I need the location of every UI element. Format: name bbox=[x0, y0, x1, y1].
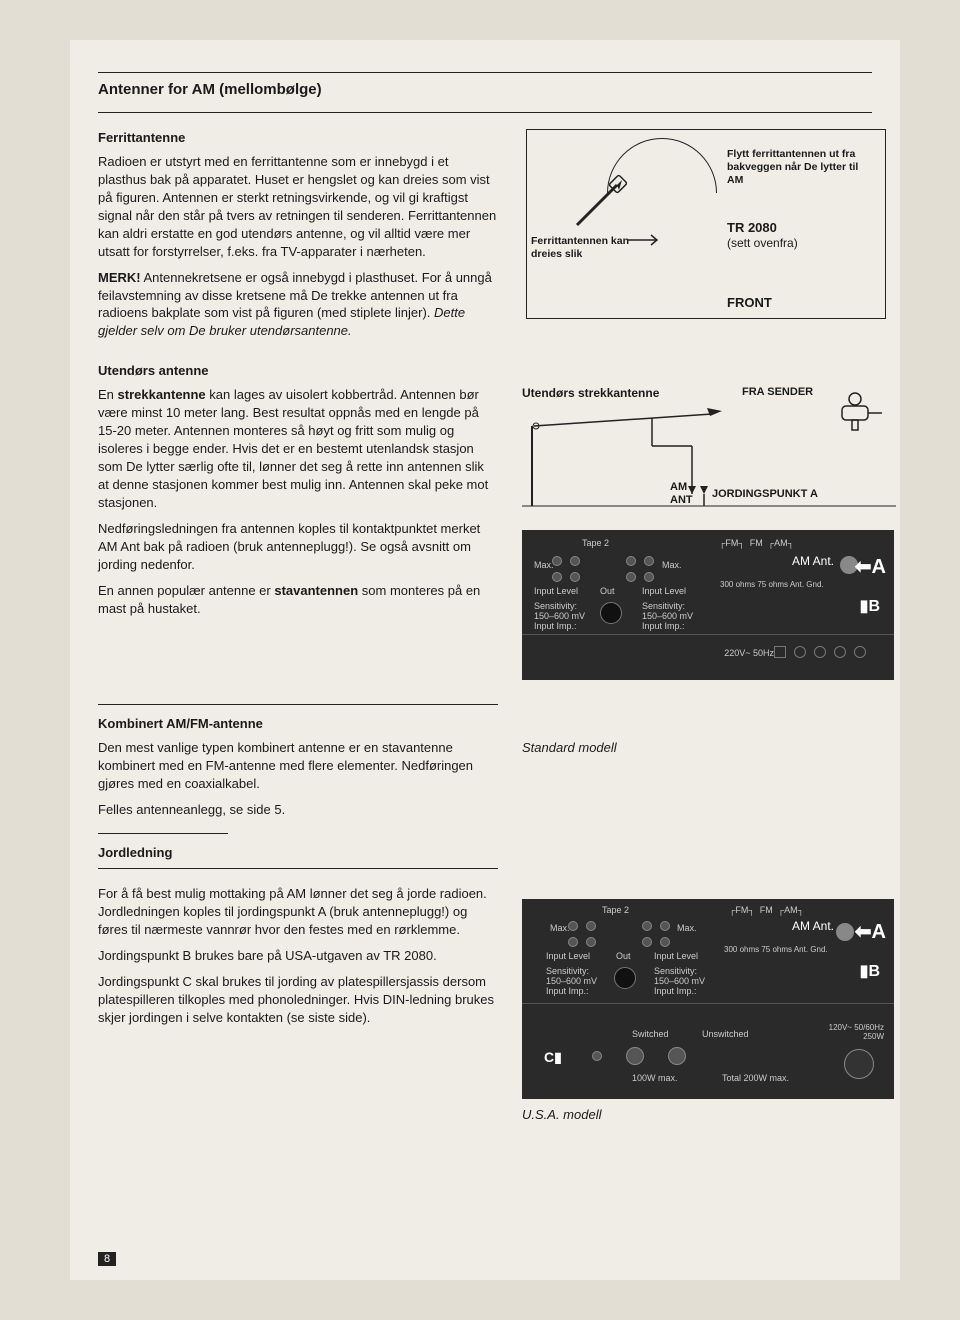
ferritt-p1: Radioen er utstyrt med en ferrittantenne… bbox=[98, 153, 498, 261]
kombinert-head: Kombinert AM/FM-antenne bbox=[98, 715, 498, 733]
utendors-p1: En strekkantenne kan lages av uisolert k… bbox=[98, 386, 498, 512]
ferritt-head: Ferrittantenne bbox=[98, 129, 498, 147]
page-title: Antenner for AM (mellombølge) bbox=[98, 81, 872, 98]
kombinert-p1: Den mest vanlige typen kombinert antenne… bbox=[98, 739, 498, 793]
ferritt-diagram: Flytt ferrittantennen ut fra bakveggen n… bbox=[526, 129, 886, 319]
utendors-p2: Nedføringsledningen fra antennen koples … bbox=[98, 520, 498, 574]
jord-head: Jordledning bbox=[98, 844, 498, 862]
ferritt-p2: MERK! Antennekretsene er også innebygd i… bbox=[98, 269, 498, 341]
jord-p3: Jordingspunkt C skal brukes til jording … bbox=[98, 973, 498, 1027]
standard-caption: Standard modell bbox=[522, 740, 872, 755]
usa-caption: U.S.A. modell bbox=[522, 1107, 894, 1122]
rear-panel-usa: Tape 2 ┌FM┐ FM ┌AM┐ Max. Max. Input Leve… bbox=[522, 899, 894, 1099]
utendors-head: Utendørs antenne bbox=[98, 362, 498, 380]
jord-p1: For å få best mulig mottaking på AM lønn… bbox=[98, 885, 498, 939]
utendors-p3: En annen populær antenne er stavantennen… bbox=[98, 582, 498, 618]
rear-panel-standard: Tape 2 ┌FM┐ FM ┌AM┐ Max. Max. Input Leve… bbox=[522, 530, 894, 680]
page-number: 8 bbox=[98, 1252, 116, 1266]
jord-p2: Jordingspunkt B brukes bare på USA-utgav… bbox=[98, 947, 498, 965]
kombinert-p2: Felles antenneanlegg, se side 5. bbox=[98, 801, 498, 819]
outdoor-antenna-diagram: Utendørs strekkantenne bbox=[522, 386, 896, 516]
